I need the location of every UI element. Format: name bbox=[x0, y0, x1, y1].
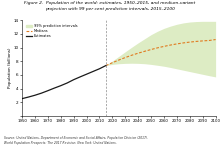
Estimates bbox=[27, 96, 30, 98]
Medians bbox=[176, 43, 178, 45]
Estimates bbox=[34, 94, 36, 96]
Text: Figure 2.  Population of the world: estimates, 1950–2015, and medium-variant: Figure 2. Population of the world: estim… bbox=[24, 1, 196, 5]
Medians bbox=[169, 44, 172, 46]
Line: Estimates: Estimates bbox=[22, 66, 106, 99]
Medians bbox=[189, 41, 191, 43]
Estimates bbox=[72, 79, 75, 81]
Estimates bbox=[53, 87, 56, 89]
Estimates bbox=[21, 98, 23, 99]
Medians bbox=[201, 40, 204, 42]
Estimates bbox=[46, 90, 49, 92]
Estimates bbox=[92, 71, 94, 72]
Medians bbox=[117, 59, 120, 61]
Medians bbox=[137, 52, 139, 54]
Medians bbox=[104, 65, 107, 66]
Medians bbox=[195, 41, 198, 42]
Text: projection with 99 per cent prediction intervals, 2015–2100: projection with 99 per cent prediction i… bbox=[45, 7, 175, 11]
Legend: 99% prediction intervals, Medians, Estimates: 99% prediction intervals, Medians, Estim… bbox=[26, 24, 78, 38]
Estimates bbox=[40, 92, 43, 94]
Estimates bbox=[59, 85, 62, 87]
Medians bbox=[214, 39, 217, 40]
Medians bbox=[208, 40, 211, 41]
Medians bbox=[150, 49, 152, 50]
Medians bbox=[111, 62, 114, 64]
Medians bbox=[182, 42, 185, 44]
Estimates bbox=[98, 68, 101, 70]
Medians bbox=[156, 47, 159, 49]
Medians bbox=[163, 46, 165, 47]
Estimates bbox=[104, 65, 107, 66]
Medians bbox=[130, 54, 133, 56]
Y-axis label: Population (billions): Population (billions) bbox=[8, 48, 12, 88]
Estimates bbox=[66, 82, 68, 84]
Estimates bbox=[79, 76, 81, 78]
Medians bbox=[124, 57, 126, 58]
Medians bbox=[143, 50, 146, 52]
Line: Medians: Medians bbox=[106, 40, 216, 66]
Text: Source: United Nations, Department of Economic and Social Affairs, Population Di: Source: United Nations, Department of Ec… bbox=[4, 136, 148, 145]
Estimates bbox=[85, 73, 88, 75]
